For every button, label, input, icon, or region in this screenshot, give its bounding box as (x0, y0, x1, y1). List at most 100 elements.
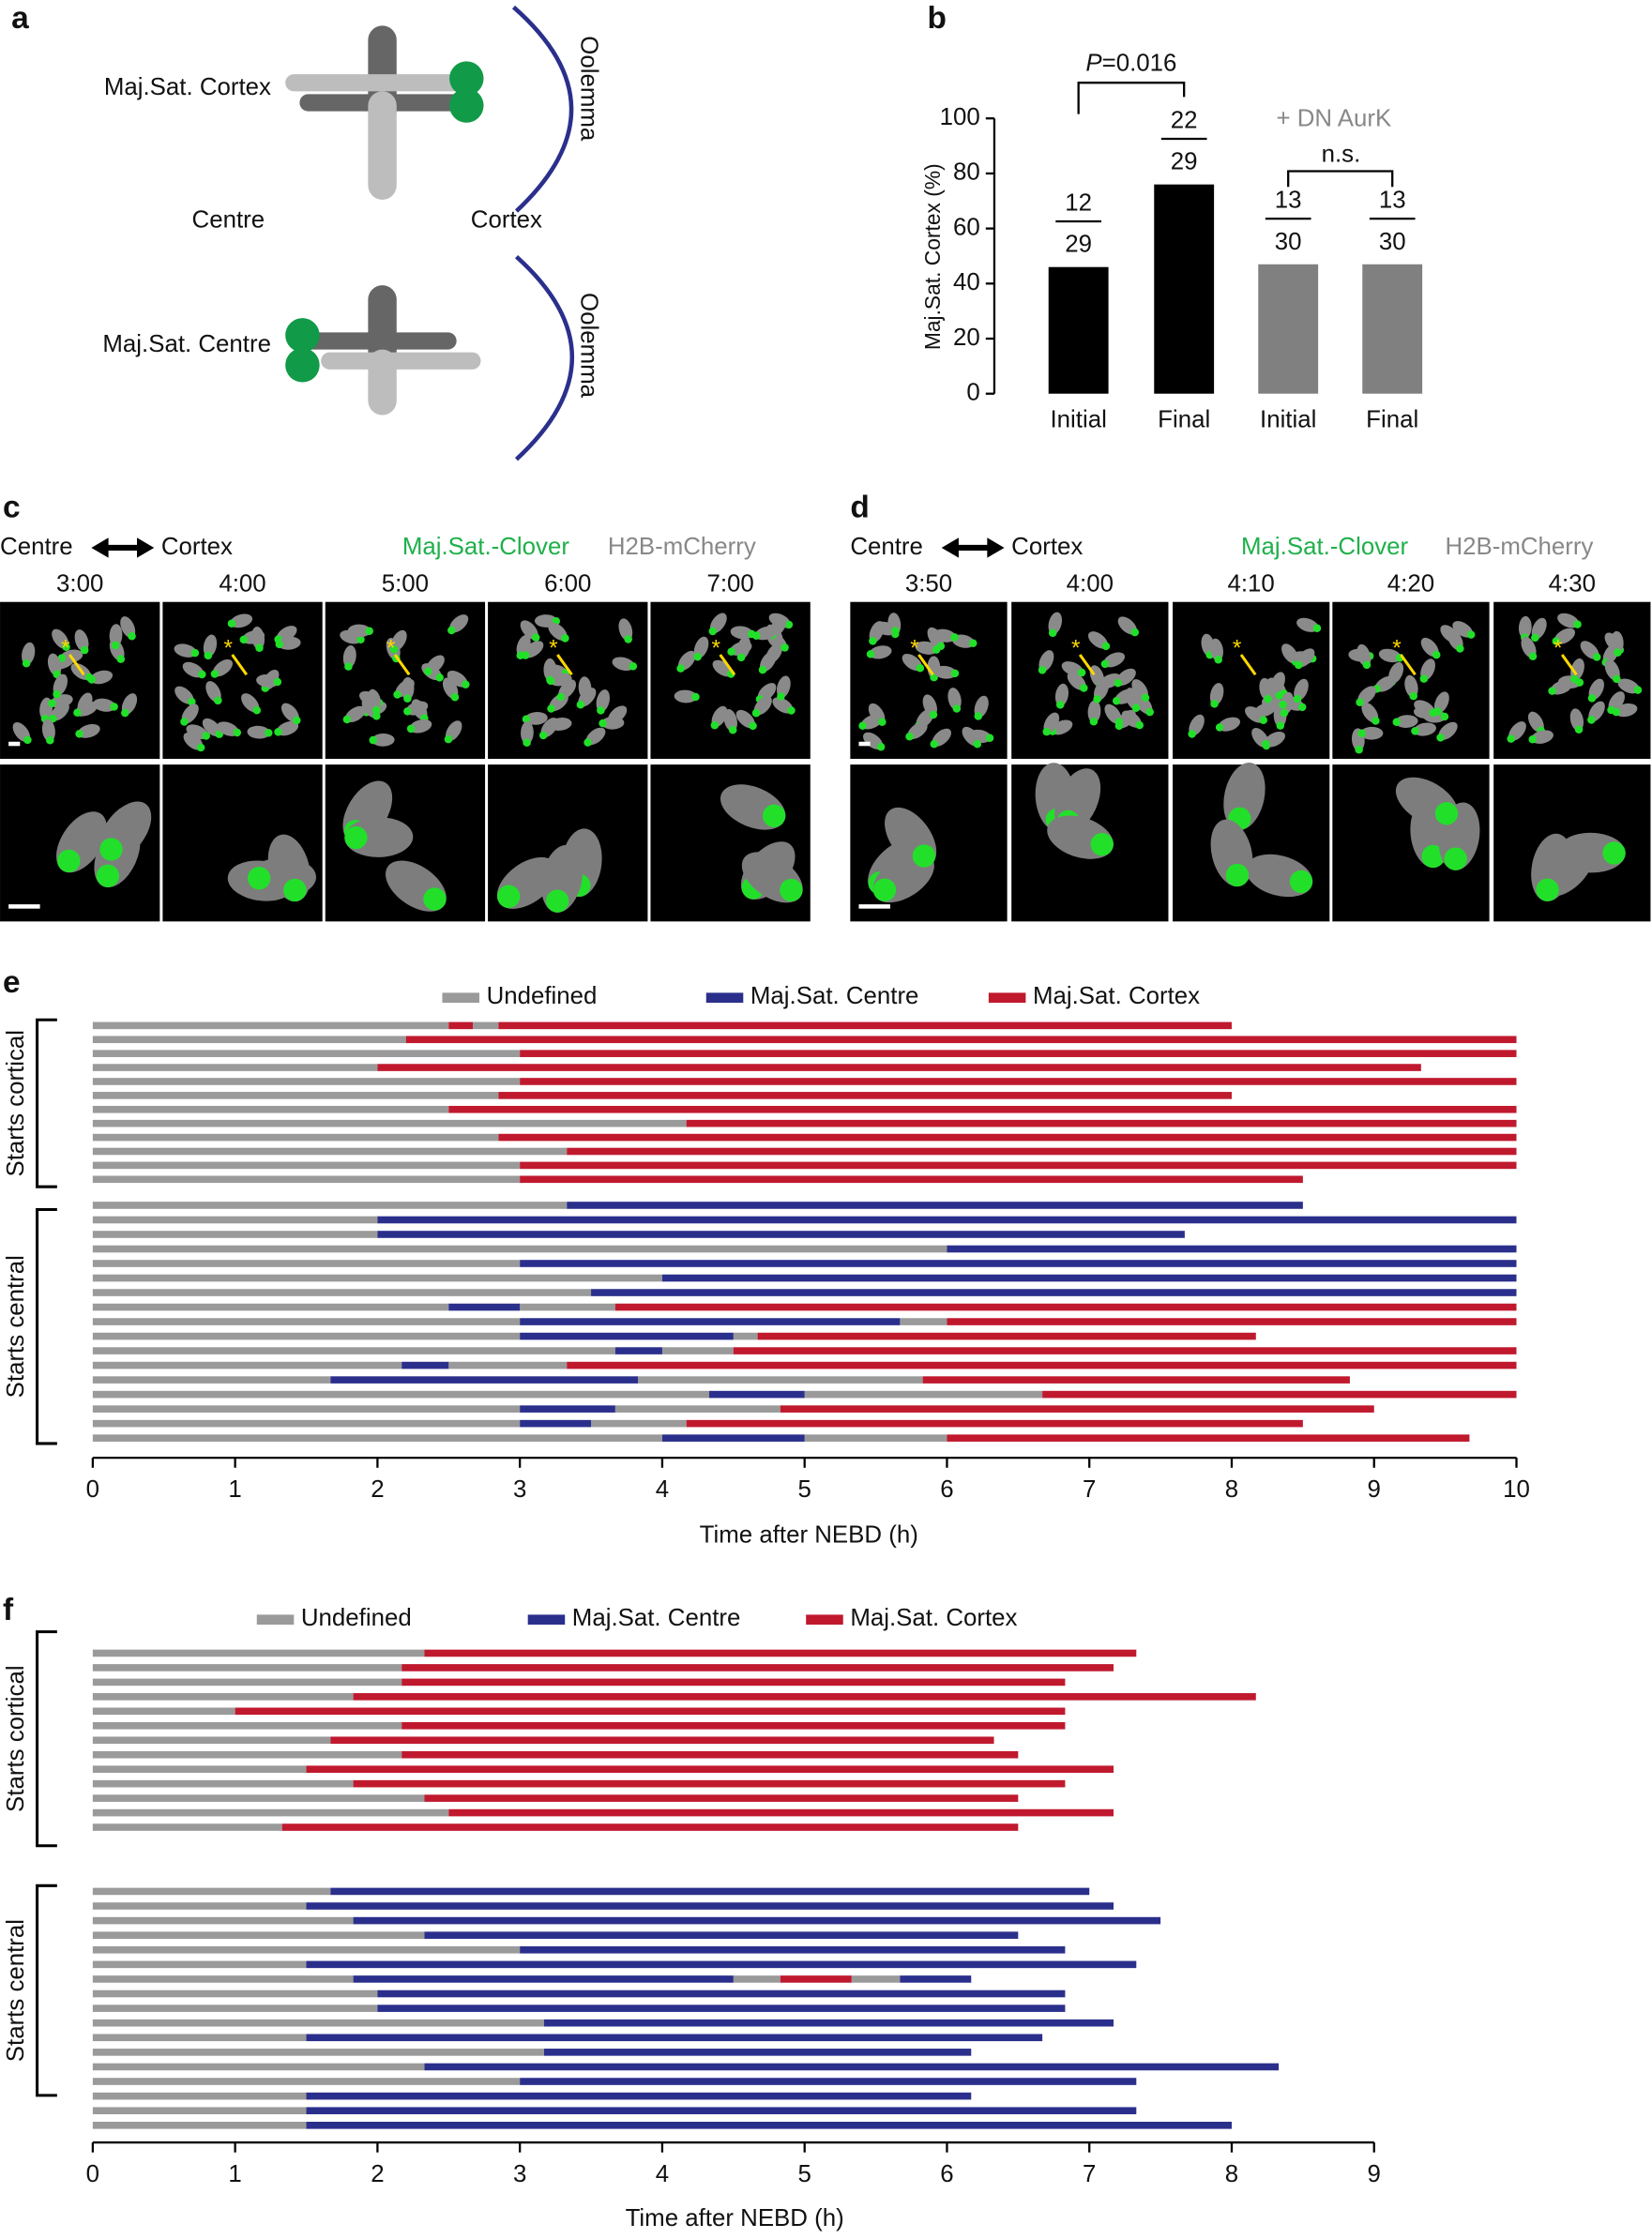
legend-label: Maj.Sat. Cortex (1033, 983, 1200, 1009)
major-satellite (435, 673, 444, 682)
segment (92, 1050, 521, 1057)
x-tick-label: 1 (228, 2161, 241, 2187)
segment (92, 2063, 425, 2071)
major-satellite (1531, 633, 1539, 643)
chromosome (723, 708, 737, 732)
major-satellite (751, 708, 761, 718)
chromosome (730, 626, 753, 640)
segment (448, 1105, 1517, 1113)
segment (614, 1347, 662, 1354)
time-label: 4:00 (1067, 570, 1114, 597)
chromatid (368, 349, 397, 416)
major-satellite (727, 647, 735, 656)
major-satellite-zoom (1225, 863, 1250, 887)
major-satellite (561, 634, 569, 643)
marker: * (386, 635, 396, 660)
major-satellite (736, 653, 746, 662)
chromatid (299, 332, 457, 350)
arrow (941, 537, 1005, 558)
segment (92, 1765, 307, 1773)
segment (92, 2034, 307, 2042)
chromosome (874, 621, 897, 636)
marker-line (917, 654, 934, 676)
major-satellite (344, 662, 353, 671)
major-satellite-zoom (99, 838, 123, 861)
segment (92, 1678, 402, 1687)
chromosome (1518, 615, 1532, 640)
legend-swatch (705, 992, 744, 1004)
major-satellite-zoom (1090, 832, 1114, 856)
panel-label: f (3, 1593, 14, 1627)
major-satellite (1633, 686, 1643, 694)
major-satellite-zoom (1602, 841, 1626, 865)
time-label: 7:00 (706, 570, 753, 597)
x-tick-label: 9 (1368, 2161, 1381, 2187)
major-satellite (255, 643, 264, 652)
segment (448, 1808, 1114, 1817)
major-satellite (342, 715, 352, 724)
marker-line (1400, 654, 1417, 676)
major-satellite (1436, 734, 1445, 742)
scale-bar (8, 904, 40, 909)
segment (780, 1975, 852, 1983)
major-satellite-zoom (762, 804, 786, 827)
major-satellite (869, 637, 877, 645)
major-satellite (974, 712, 983, 720)
major-satellite (1114, 718, 1124, 727)
marker: * (910, 635, 919, 660)
segment (353, 1693, 1256, 1701)
marker: * (223, 635, 233, 660)
significance-bracket (1287, 170, 1394, 188)
segment (92, 2005, 378, 2012)
y-tick-label: 60 (953, 214, 980, 240)
major-satellite (1429, 708, 1437, 718)
fraction-numerator: 13 (1275, 188, 1302, 214)
major-satellite-zoom (248, 867, 271, 890)
major-satellite (1552, 637, 1561, 645)
time-label: 4:00 (219, 570, 265, 597)
x-tick-label: 3 (513, 1476, 526, 1503)
major-satellite (556, 692, 566, 702)
segment (92, 1960, 307, 1969)
segment (92, 1036, 406, 1044)
segment (686, 1419, 1303, 1428)
segment (92, 1931, 425, 1939)
major-satellite (264, 729, 273, 737)
marker: * (1233, 635, 1242, 660)
chromosome (596, 689, 610, 712)
group-label: Starts cortical (3, 1030, 29, 1177)
chromosome (401, 676, 415, 701)
major-satellite-zoom (423, 887, 447, 911)
group-bracket (36, 1208, 57, 1445)
major-satellite (210, 670, 220, 678)
segment (424, 1794, 1019, 1802)
x-tick-label: 2 (371, 1476, 384, 1503)
legend-label: Maj.Sat. Cortex (850, 1605, 1017, 1631)
fraction-numerator: 12 (1065, 190, 1092, 217)
major-satellite (239, 635, 249, 644)
chromosome (1610, 630, 1624, 655)
major-satellite (1038, 666, 1047, 674)
segment (900, 1975, 972, 1983)
x-tick-label: 6 (940, 2161, 953, 2187)
major-satellite (1548, 687, 1556, 695)
x-tick-label: 0 (86, 2161, 99, 2187)
segment (92, 1289, 592, 1296)
chromosome (78, 723, 100, 738)
major-satellite (1145, 707, 1154, 717)
chromosome (736, 636, 751, 659)
major-satellite (1089, 717, 1099, 726)
y-tick-label: 100 (940, 104, 980, 130)
major-satellite (1264, 695, 1272, 703)
legend-swatch (988, 992, 1026, 1004)
y-tick-label: 20 (953, 325, 980, 351)
major-satellite (749, 721, 757, 731)
major-satellite (214, 696, 222, 705)
segment (92, 1092, 499, 1099)
fraction-denominator: 29 (1065, 232, 1092, 258)
major-satellite (1280, 708, 1289, 718)
x-tick-label: 1 (228, 1476, 241, 1503)
major-satellite (1276, 721, 1285, 730)
major-satellite (1093, 695, 1101, 703)
